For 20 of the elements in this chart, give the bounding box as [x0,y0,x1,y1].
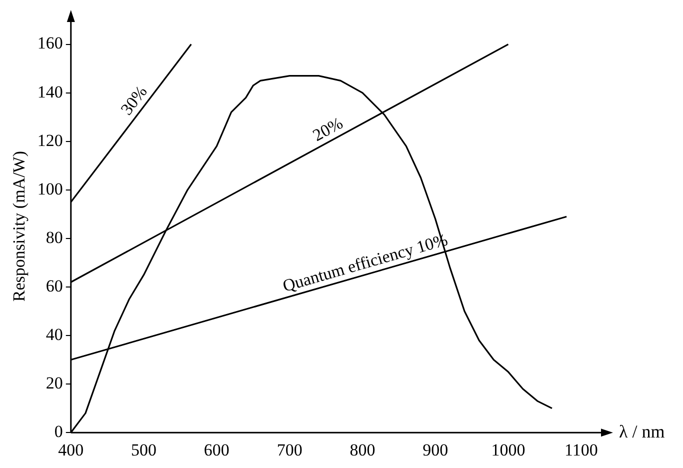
y-tick-label: 40 [46,324,63,344]
x-tick-label: 500 [131,440,157,460]
y-axis-title: Responsivity (mA/W) [10,150,29,302]
x-tick-label: 900 [422,440,448,460]
x-tick-label: 1100 [564,440,598,460]
text: 20% [310,113,346,146]
y-tick-label: 80 [46,228,63,247]
y-tick-label: 140 [37,82,63,102]
y-tick-label: 160 [37,34,63,53]
y-tick-label: 60 [46,276,63,296]
y-tick-label: 20 [46,374,63,393]
y-tick-label: 0 [54,422,63,442]
x-axis-title: λ / nm [619,421,665,442]
y-tick-label: 120 [37,130,63,150]
x-tick-label: 800 [350,440,376,460]
y-tick-label: 100 [37,179,63,198]
x-tick-label: 400 [58,440,84,460]
x-tick-label: 1000 [491,440,526,460]
x-tick-label: 600 [204,440,230,460]
x-tick-label: 700 [276,440,302,460]
